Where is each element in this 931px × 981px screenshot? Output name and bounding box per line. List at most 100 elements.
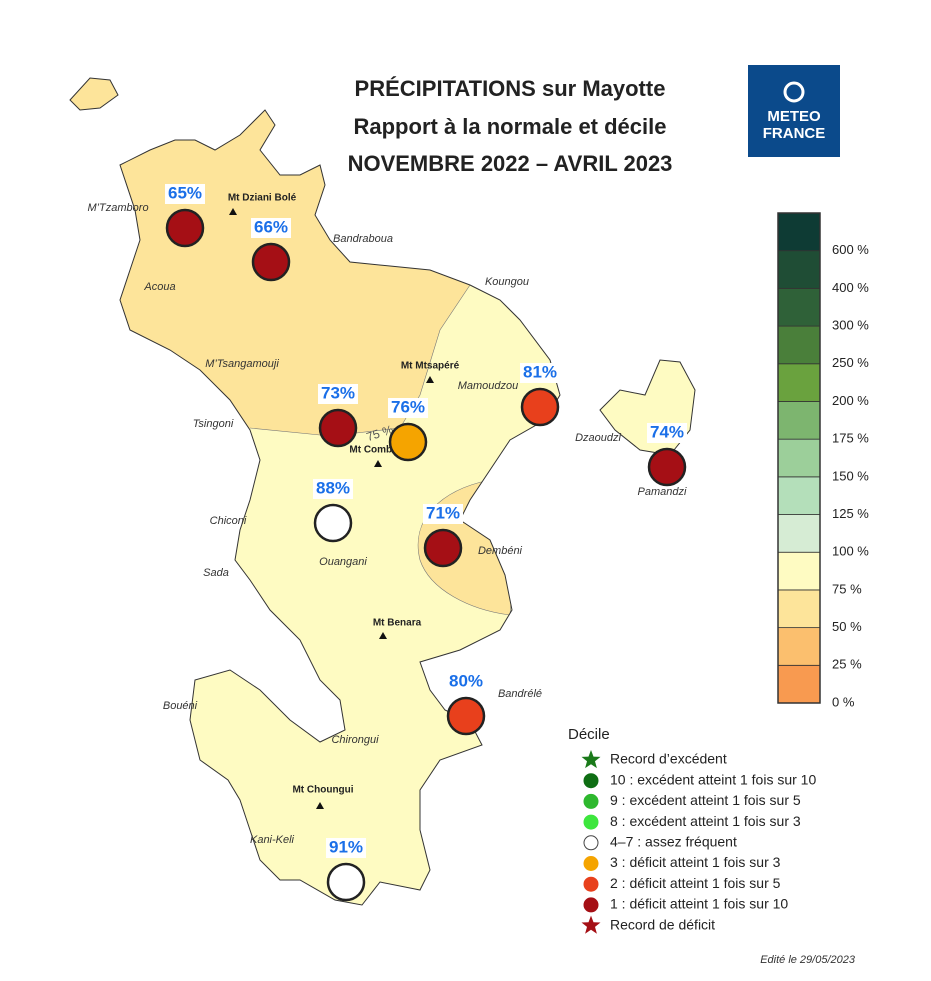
- scale-label: 150 %: [832, 468, 869, 483]
- legend-title: Décile: [568, 726, 610, 743]
- legend-circle: [583, 876, 599, 892]
- scale-band: [777, 438, 821, 478]
- station: [165, 208, 205, 248]
- place-name: Chirongui: [331, 734, 379, 746]
- station-label-bg: [647, 423, 687, 443]
- station-label-bg: [165, 184, 205, 204]
- scale-label: 0 %: [832, 694, 855, 709]
- station-label: 74%: [650, 422, 684, 441]
- legend-label: Record de déficit: [610, 916, 715, 932]
- legend-circle: [583, 856, 599, 871]
- place-name: Bouéni: [163, 700, 198, 712]
- edit-date: Edité le 29/05/2023: [760, 954, 856, 966]
- place-name: Pamandzi: [638, 486, 687, 498]
- scale-label: 300 %: [832, 318, 869, 333]
- peak-marker: [316, 802, 324, 809]
- station-label-bg: [388, 398, 428, 418]
- place-name: Bandrélé: [498, 688, 542, 700]
- legend-label: 1 : déficit atteint 1 fois sur 10: [610, 896, 788, 912]
- station-label-bg: [251, 218, 291, 238]
- scale-label: 400 %: [832, 280, 869, 295]
- peak-name: Mt Choungui: [292, 785, 353, 796]
- place-name: Chiconi: [210, 515, 247, 527]
- station-label: 81%: [523, 362, 557, 381]
- logo-text: METEO: [767, 108, 821, 125]
- legend-circle: [583, 835, 599, 851]
- scale-band: [777, 514, 821, 553]
- station-label-bg: [326, 838, 366, 858]
- title: PRÉCIPITATIONS sur Mayotte: [355, 76, 666, 101]
- station-label: 71%: [426, 503, 460, 522]
- legend-label: 9 : excédent atteint 1 fois sur 5: [610, 792, 801, 808]
- scale-frame: [777, 212, 821, 704]
- station-label: 76%: [391, 397, 425, 416]
- station: [251, 242, 291, 282]
- title: NOVEMBRE 2022 – AVRIL 2023: [348, 151, 673, 176]
- station-label: 80%: [449, 671, 483, 690]
- legend-label: 3 : déficit atteint 1 fois sur 3: [610, 854, 781, 870]
- legend-label: 4–7 : assez fréquent: [610, 834, 737, 850]
- station-label: 65%: [168, 183, 202, 202]
- scale-label: 250 %: [832, 355, 869, 370]
- place-name: Acoua: [143, 281, 175, 293]
- station-label-bg: [313, 479, 353, 499]
- peak-marker: [379, 632, 387, 639]
- scale-band: [777, 363, 821, 402]
- scale-band: [777, 401, 821, 440]
- station: [520, 387, 560, 427]
- place-name: Kani-Keli: [250, 834, 295, 846]
- station: [423, 528, 463, 568]
- scale-band: [777, 325, 821, 365]
- place-name: Mamoudzou: [458, 380, 519, 392]
- scale-band: [777, 212, 821, 252]
- peak-marker: [229, 208, 237, 215]
- logo: [748, 65, 840, 157]
- legend-star: [581, 750, 601, 769]
- scale-label: 175 %: [832, 431, 869, 446]
- station: [647, 447, 687, 487]
- legend-label: 8 : excédent atteint 1 fois sur 3: [610, 813, 801, 829]
- station: [313, 503, 353, 543]
- place-name: M’Tzamboro: [87, 202, 148, 214]
- station-label: 66%: [254, 217, 288, 236]
- title: Rapport à la normale et décile: [354, 114, 667, 139]
- logo-icon: [783, 81, 805, 103]
- peak-name: Mt Mtsapéré: [401, 361, 460, 372]
- scale-label: 75 %: [832, 581, 862, 596]
- station-label-bg: [318, 384, 358, 404]
- place-name: Dzaoudzi: [575, 432, 621, 444]
- scale-band: [777, 589, 821, 629]
- station-label: 91%: [329, 837, 363, 856]
- station: [388, 422, 428, 462]
- scale-band: [777, 627, 821, 666]
- peak-marker: [374, 460, 382, 467]
- station: [318, 408, 358, 448]
- legend-star: [581, 915, 601, 934]
- place-name: Tsingoni: [193, 418, 234, 430]
- peak-name: Mt Benara: [373, 618, 422, 629]
- scale-label: 600 %: [832, 242, 869, 257]
- station-label: 88%: [316, 478, 350, 497]
- place-name: Sada: [203, 567, 229, 579]
- scale-band: [777, 551, 821, 591]
- station-label-bg: [423, 504, 463, 524]
- peak-name: Mt Dziani Bolé: [228, 193, 297, 204]
- scale-band: [777, 287, 821, 327]
- scale-label: 100 %: [832, 544, 869, 559]
- peak-marker: [426, 376, 434, 383]
- scale-label: 25 %: [832, 657, 862, 672]
- place-name: Dembéni: [478, 545, 523, 557]
- legend-label: Record d’excédent: [610, 751, 727, 767]
- station-label-bg: [446, 672, 486, 692]
- station-label: 73%: [321, 383, 355, 402]
- scale-band: [777, 250, 821, 289]
- scale-label: 200 %: [832, 393, 869, 408]
- place-name: Bandraboua: [333, 233, 393, 245]
- place-name: Koungou: [485, 276, 529, 288]
- legend-circle: [583, 793, 599, 809]
- scale-label: 50 %: [832, 619, 862, 634]
- place-name: M’Tsangamouji: [205, 358, 279, 370]
- station-label-bg: [520, 363, 560, 383]
- legend-circle: [583, 814, 599, 830]
